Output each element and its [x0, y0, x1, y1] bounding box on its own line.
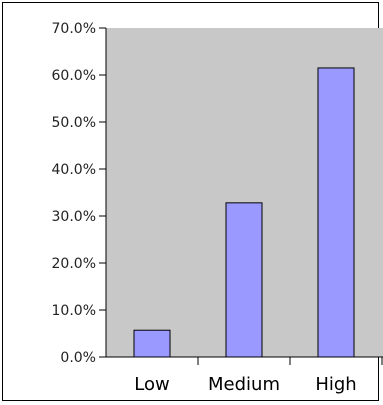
x-tick-label: High [315, 374, 356, 395]
bar-low [134, 330, 170, 357]
y-tick-label: 60.0% [52, 68, 96, 84]
y-axis: 0.0% 10.0% 20.0% 30.0% 40.0% 50.0% 60.0% 70.0% [52, 21, 106, 366]
x-tick-label: Medium [208, 374, 280, 395]
bar-high [318, 68, 354, 357]
y-tick-label: 40.0% [52, 162, 96, 178]
y-tick-label: 30.0% [52, 209, 96, 225]
x-tick-label: Low [134, 374, 169, 395]
y-tick-label: 50.0% [52, 115, 96, 131]
x-axis: Low Medium High [106, 357, 383, 395]
y-tick-label: 20.0% [52, 256, 96, 272]
bar-medium [226, 203, 262, 357]
y-tick-label: 70.0% [52, 21, 96, 37]
y-tick-label: 0.0% [60, 350, 96, 366]
y-tick-label: 10.0% [52, 303, 96, 319]
